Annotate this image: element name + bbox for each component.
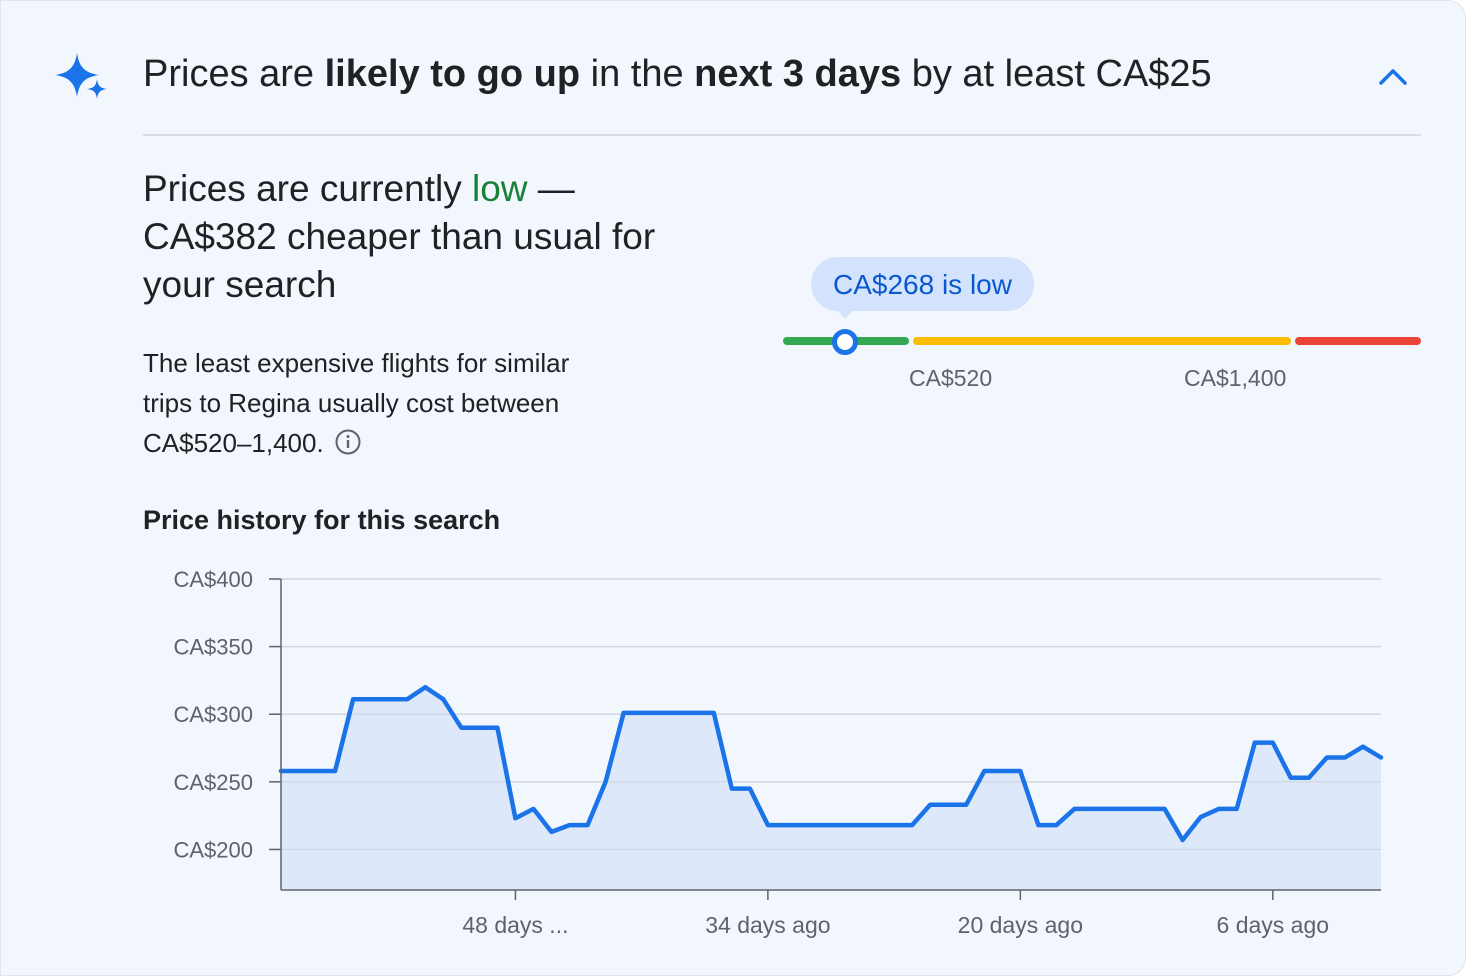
bubble-tail xyxy=(836,309,854,319)
x-tick-label: 48 days ... xyxy=(462,912,568,938)
price-history-title: Price history for this search xyxy=(143,505,501,535)
headline-text-3: by at least CA$25 xyxy=(901,53,1212,95)
y-tick-label: CA$300 xyxy=(173,702,253,727)
headline-bold-1: likely to go up xyxy=(324,53,581,95)
price-range-gauge: CA$268 is low CA$520 CA$1,400 xyxy=(781,257,1431,397)
gauge-typical-segment xyxy=(913,337,1291,345)
gauge-label-low: CA$520 xyxy=(909,365,993,391)
current-price-bubble: CA$268 is low xyxy=(811,257,1034,311)
sparkle-icon xyxy=(55,53,107,99)
x-tick-label: 20 days ago xyxy=(958,912,1083,938)
price-line xyxy=(278,684,1384,843)
price-status: Prices are currently low — CA$382 cheape… xyxy=(143,165,683,309)
gauge-label-high: CA$1,400 xyxy=(1184,365,1287,391)
current-price-marker xyxy=(832,329,858,355)
x-tick-label: 34 days ago xyxy=(705,912,830,938)
headline-text-2: in the xyxy=(580,53,695,95)
price-level: low xyxy=(472,168,528,209)
description-text: The least expensive flights for similar … xyxy=(143,348,570,458)
y-tick-label: CA$350 xyxy=(173,635,253,660)
headline-text-1: Prices are xyxy=(143,53,325,95)
price-area xyxy=(281,687,1381,890)
prediction-headline: Prices are likely to go up in the next 3… xyxy=(143,51,1212,97)
y-tick-label: CA$400 xyxy=(173,567,253,592)
gauge-high-segment xyxy=(1295,337,1421,345)
status-text-2: — CA$382 cheaper than usual for your sea… xyxy=(143,168,656,305)
price-history-chart[interactable]: CA$200 CA$250 CA$300 CA$350 CA$400 48 days ..… xyxy=(1,561,1468,979)
typical-range-description: The least expensive flights for similar … xyxy=(143,343,573,463)
y-tick-label: CA$250 xyxy=(173,770,253,795)
info-icon[interactable] xyxy=(334,428,362,456)
x-tick-label: 6 days ago xyxy=(1217,912,1330,938)
divider xyxy=(143,134,1421,136)
chevron-up-icon[interactable] xyxy=(1375,61,1411,89)
status-text-1: Prices are currently xyxy=(143,168,472,209)
headline-bold-2: next 3 days xyxy=(694,53,902,95)
y-tick-label: CA$200 xyxy=(173,837,253,862)
